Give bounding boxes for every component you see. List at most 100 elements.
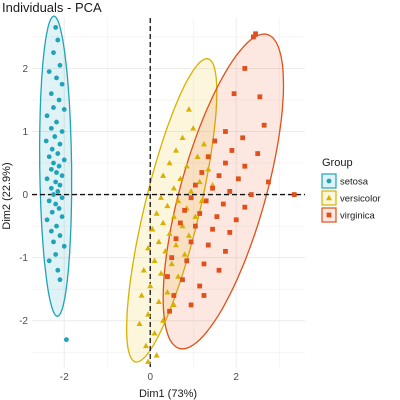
data-point-virginica bbox=[169, 255, 175, 261]
data-point-virginica bbox=[251, 34, 256, 40]
x-tick-label: -2 bbox=[60, 372, 69, 383]
data-point-setosa bbox=[46, 154, 52, 160]
data-point-versicolor bbox=[160, 172, 167, 178]
data-point-virginica bbox=[223, 248, 228, 254]
tick-labels: -2 0 2 -2 -1 0 1 2 bbox=[19, 64, 239, 383]
data-point-setosa bbox=[51, 50, 56, 56]
chart-title: Individuals - PCA bbox=[2, 0, 102, 15]
data-point-virginica bbox=[229, 148, 235, 153]
data-point-versicolor bbox=[160, 219, 167, 226]
data-point-virginica bbox=[182, 207, 188, 213]
data-point-virginica bbox=[188, 239, 194, 245]
legend-label-setosa: setosa bbox=[340, 177, 369, 188]
data-point-setosa bbox=[53, 252, 59, 257]
data-point-versicolor bbox=[157, 194, 164, 200]
confidence-ellipse-setosa bbox=[38, 15, 73, 317]
data-point-versicolor bbox=[151, 257, 158, 263]
data-point-virginica bbox=[173, 236, 179, 242]
data-point-setosa bbox=[57, 141, 63, 147]
data-point-versicolor bbox=[200, 140, 207, 147]
data-point-virginica bbox=[188, 302, 194, 308]
data-point-virginica bbox=[231, 91, 237, 97]
data-point-virginica bbox=[184, 258, 190, 264]
data-point-virginica bbox=[171, 293, 177, 298]
data-point-virginica bbox=[201, 261, 207, 267]
data-point-setosa bbox=[44, 176, 50, 182]
data-point-setosa bbox=[52, 134, 58, 139]
data-point-setosa bbox=[53, 201, 59, 207]
data-point-versicolor bbox=[149, 226, 156, 232]
data-point-versicolor bbox=[175, 273, 182, 279]
legend-label-versicolor: versicolor bbox=[340, 194, 381, 205]
data-point-virginica bbox=[197, 211, 203, 216]
data-point-versicolor bbox=[173, 241, 180, 248]
data-point-versicolor bbox=[170, 301, 177, 308]
data-point-virginica bbox=[177, 220, 183, 226]
data-point-versicolor bbox=[192, 213, 199, 219]
data-point-setosa bbox=[56, 163, 62, 169]
data-point-virginica bbox=[201, 293, 207, 298]
data-point-virginica bbox=[227, 189, 233, 194]
x-tick-label: 0 bbox=[147, 372, 153, 383]
data-point-setosa bbox=[59, 173, 65, 179]
data-point-versicolor bbox=[175, 197, 182, 204]
data-point-versicolor bbox=[140, 267, 147, 273]
data-point-versicolor bbox=[185, 232, 192, 238]
confidence-ellipse-virginica bbox=[162, 33, 285, 350]
data-point-setosa bbox=[54, 223, 59, 229]
data-point-setosa bbox=[54, 170, 59, 175]
data-point-virginica bbox=[242, 66, 248, 71]
data-point-setosa bbox=[54, 75, 59, 81]
data-point-virginica bbox=[261, 122, 267, 128]
data-point-setosa bbox=[61, 157, 67, 163]
data-point-virginica bbox=[233, 217, 239, 223]
data-point-virginica bbox=[165, 274, 170, 279]
legend-marker-virginica bbox=[326, 212, 332, 218]
data-point-virginica bbox=[223, 160, 228, 166]
data-point-setosa bbox=[51, 105, 56, 110]
data-point-virginica bbox=[291, 192, 297, 197]
data-point-setosa bbox=[53, 179, 59, 185]
data-point-virginica bbox=[235, 176, 241, 182]
data-point-versicolor bbox=[151, 330, 158, 336]
legend-marker-setosa bbox=[326, 178, 332, 184]
data-point-setosa bbox=[55, 37, 61, 43]
data-point-versicolor bbox=[164, 202, 171, 209]
data-point-virginica bbox=[214, 214, 220, 220]
data-point-setosa bbox=[59, 195, 65, 201]
y-tick-label: -2 bbox=[19, 316, 28, 327]
data-point-setosa bbox=[43, 138, 49, 144]
data-point-versicolor bbox=[170, 185, 177, 191]
data-point-versicolor bbox=[173, 147, 180, 153]
data-point-virginica bbox=[216, 173, 222, 179]
data-point-versicolor bbox=[205, 166, 212, 172]
data-point-virginica bbox=[240, 135, 246, 141]
data-point-versicolor bbox=[168, 260, 175, 267]
data-point-versicolor bbox=[138, 292, 145, 298]
data-point-virginica bbox=[242, 204, 248, 210]
data-point-versicolor bbox=[155, 238, 162, 245]
x-axis-title: Dim1 (73%) bbox=[139, 388, 197, 400]
data-point-setosa bbox=[57, 233, 63, 238]
data-point-virginica bbox=[253, 31, 258, 37]
data-point-versicolor bbox=[185, 106, 192, 112]
y-tick-label: -1 bbox=[19, 253, 28, 264]
data-point-setosa bbox=[55, 267, 61, 273]
data-point-virginica bbox=[266, 179, 271, 185]
data-point-setosa bbox=[57, 277, 63, 283]
data-point-setosa bbox=[46, 198, 52, 204]
data-point-setosa bbox=[55, 151, 61, 156]
data-point-versicolor bbox=[145, 244, 152, 251]
data-point-setosa bbox=[48, 166, 54, 172]
y-tick-label: 2 bbox=[22, 64, 28, 75]
data-point-virginica bbox=[227, 230, 233, 235]
data-point-versicolor bbox=[198, 197, 205, 204]
legend-marker-versicolor bbox=[326, 194, 332, 201]
data-point-setosa bbox=[59, 81, 65, 87]
data-point-setosa bbox=[56, 206, 62, 211]
data-point-setosa bbox=[57, 62, 63, 68]
data-point-setosa bbox=[51, 160, 56, 166]
point-layer bbox=[43, 25, 297, 364]
data-point-versicolor bbox=[147, 282, 154, 289]
